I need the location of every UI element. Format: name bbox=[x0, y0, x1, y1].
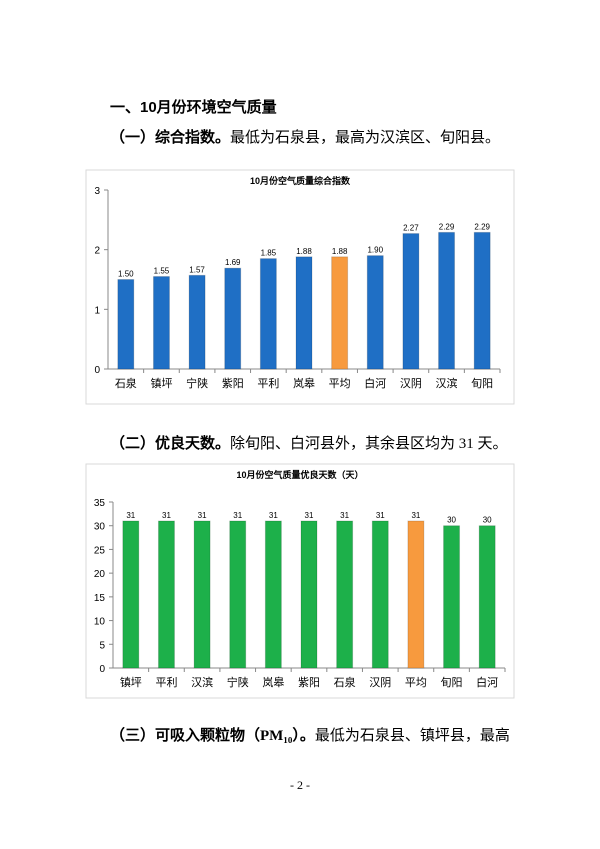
bar bbox=[152, 276, 170, 370]
data-label: 1.57 bbox=[189, 265, 205, 274]
data-label: 1.88 bbox=[296, 247, 312, 256]
bar bbox=[443, 525, 461, 669]
x-tick-label: 紫阳 bbox=[298, 676, 320, 689]
y-tick-label: 30 bbox=[94, 522, 106, 533]
data-label: 31 bbox=[233, 511, 242, 520]
bar bbox=[188, 274, 206, 370]
x-tick-label: 石泉 bbox=[334, 675, 356, 689]
y-tick-label: 20 bbox=[94, 569, 106, 580]
data-label: 1.50 bbox=[118, 270, 134, 279]
x-tick-label: 镇坪 bbox=[150, 376, 172, 390]
y-tick-label: 35 bbox=[94, 498, 106, 509]
chart: 10月份空气质量综合指数 0 1 2 3 石泉 1.50 镇坪 1.55 宁陕 1.57 紫阳 1.69… bbox=[85, 169, 515, 405]
data-label: 1.90 bbox=[367, 246, 383, 255]
y-tick-label: 25 bbox=[94, 545, 106, 556]
x-tick-label: 岚皋 bbox=[262, 675, 284, 689]
data-label: 31 bbox=[126, 511, 135, 520]
data-label: 1.69 bbox=[225, 258, 241, 267]
bar bbox=[259, 258, 277, 370]
x-tick-label: 平均 bbox=[329, 377, 351, 390]
bar bbox=[438, 231, 456, 370]
x-tick-label: 汉滨 bbox=[436, 376, 458, 390]
bar bbox=[371, 520, 389, 669]
bar bbox=[122, 520, 140, 669]
lead: （二）优良天数。 bbox=[110, 436, 231, 452]
x-tick-label: 平利 bbox=[155, 676, 177, 689]
x-tick-label: 镇坪 bbox=[120, 675, 142, 689]
bar bbox=[478, 525, 496, 669]
x-tick-label: 白河 bbox=[476, 675, 498, 689]
chart-frame bbox=[85, 169, 515, 405]
x-tick-label: 汉阴 bbox=[400, 377, 422, 390]
x-tick-label: 汉滨 bbox=[191, 675, 213, 689]
text: 除旬阳、白河县外，其余县区均为 31 天。 bbox=[230, 436, 508, 452]
bar bbox=[366, 255, 384, 370]
heading: 一、10月份环境空气质量 bbox=[110, 99, 277, 116]
chart: 10月份空气质量优良天数（天） 0 5 10 15 20 25 30 35 镇坪 31 平利 31 汉滨 3… bbox=[85, 463, 515, 699]
bar bbox=[264, 520, 282, 669]
chart-title: 10月份空气质量综合指数 bbox=[250, 175, 351, 186]
data-label: 31 bbox=[340, 511, 349, 520]
data-label: 31 bbox=[305, 511, 314, 520]
y-tick-label: 10 bbox=[94, 617, 106, 628]
y-tick-label: 0 bbox=[94, 365, 100, 376]
x-tick-label: 平利 bbox=[257, 377, 279, 390]
data-label: 30 bbox=[483, 516, 492, 525]
data-label: 1.55 bbox=[154, 267, 170, 276]
data-label: 2.29 bbox=[474, 222, 490, 231]
chart-title: 10月份空气质量优良天数（天） bbox=[236, 469, 363, 480]
x-tick-label: 汉阴 bbox=[369, 676, 391, 689]
lead: （一）综合指数。 bbox=[110, 130, 231, 146]
data-label: 2.29 bbox=[439, 222, 455, 231]
data-label: 1.88 bbox=[332, 247, 348, 256]
page-number: - 2 - bbox=[290, 778, 310, 792]
lead: （三）可吸入颗粒物（PM₁₀）。 bbox=[110, 728, 315, 744]
data-label: 1.85 bbox=[261, 249, 277, 258]
y-tick-label: 2 bbox=[94, 246, 100, 257]
bar bbox=[336, 520, 354, 669]
x-tick-label: 白河 bbox=[364, 376, 386, 390]
x-tick-label: 平均 bbox=[405, 676, 427, 689]
x-tick-label: 岚皋 bbox=[293, 376, 315, 390]
bar bbox=[157, 520, 175, 669]
paragraph: （三）可吸入颗粒物（PM₁₀）。最低为石泉县、镇坪县，最高 bbox=[110, 724, 510, 745]
y-tick-label: 5 bbox=[99, 640, 105, 651]
x-tick-label: 旬阳 bbox=[441, 676, 463, 689]
paragraph: （一）综合指数。最低为石泉县，最高为汉滨区、旬阳县。 bbox=[110, 126, 500, 147]
x-tick-label: 紫阳 bbox=[222, 377, 244, 390]
x-tick-label: 石泉 bbox=[115, 376, 137, 390]
bar bbox=[224, 267, 242, 370]
data-label: 30 bbox=[447, 516, 456, 525]
data-label: 31 bbox=[411, 511, 420, 520]
text: 最低为石泉县、镇坪县，最高 bbox=[314, 728, 510, 744]
y-tick-label: 15 bbox=[94, 593, 106, 604]
bar bbox=[300, 520, 318, 669]
x-tick-label: 旬阳 bbox=[471, 377, 493, 390]
data-label: 31 bbox=[376, 511, 385, 520]
chart-frame bbox=[85, 463, 515, 699]
paragraph: （二）优良天数。除旬阳、白河县外，其余县区均为 31 天。 bbox=[110, 432, 508, 453]
data-label: 2.27 bbox=[403, 224, 419, 233]
data-label: 31 bbox=[269, 511, 278, 520]
y-tick-label: 1 bbox=[94, 305, 100, 316]
bar bbox=[331, 256, 349, 370]
data-label: 31 bbox=[198, 511, 207, 520]
x-tick-label: 宁陕 bbox=[186, 376, 208, 390]
bar bbox=[473, 231, 491, 370]
y-tick-label: 0 bbox=[99, 664, 105, 675]
bar bbox=[402, 233, 420, 370]
y-tick-label: 3 bbox=[94, 186, 100, 197]
bar bbox=[229, 520, 247, 669]
bar bbox=[407, 520, 425, 669]
text: 最低为石泉县，最高为汉滨区、旬阳县。 bbox=[230, 130, 501, 146]
data-label: 31 bbox=[162, 511, 171, 520]
x-tick-label: 宁陕 bbox=[227, 675, 249, 689]
bar bbox=[117, 279, 135, 370]
bar bbox=[193, 520, 211, 669]
bar bbox=[295, 256, 313, 370]
